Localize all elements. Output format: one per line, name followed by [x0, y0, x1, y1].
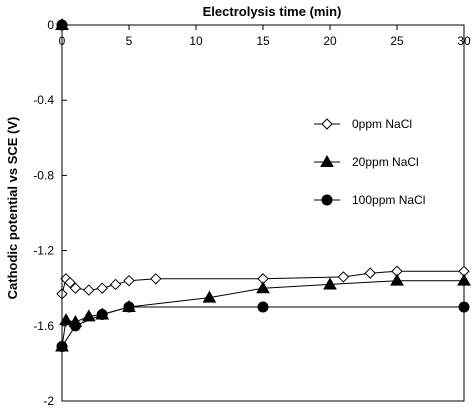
series-line: [61, 25, 464, 349]
data-point-circle: [123, 301, 135, 313]
legend-entry: 100ppm NaCl: [314, 193, 425, 207]
axes: 0 5 10 15 20 25 300-0.4-0.8-1.2-1.6-2: [33, 18, 471, 408]
data-point-diamond: [123, 274, 135, 287]
series-layer: [55, 17, 471, 352]
data-point-triangle: [202, 290, 217, 303]
series-100ppm: [56, 19, 470, 352]
data-point-circle: [458, 301, 470, 313]
legend-label: 100ppm NaCl: [352, 193, 425, 207]
y-tick-label: -1.2: [33, 244, 54, 258]
data-point-circle: [96, 309, 108, 321]
data-point-diamond: [109, 278, 122, 291]
data-point-diamond: [64, 276, 76, 289]
x-tick-label: 15: [256, 34, 270, 48]
data-point-circle: [69, 320, 81, 332]
y-tick-label: 0: [47, 18, 54, 32]
data-point-diamond: [337, 271, 350, 283]
plot-area: [61, 24, 465, 402]
data-point-diamond: [364, 267, 376, 279]
x-tick-label: 10: [189, 34, 203, 48]
data-point-diamond: [83, 284, 95, 296]
y-axis-title: Cathodic potential vs SCE (V): [5, 117, 20, 300]
data-point-triangle: [320, 154, 334, 167]
data-point-triangle: [323, 277, 337, 290]
series-line: [61, 25, 464, 347]
data-point-triangle: [457, 273, 471, 286]
data-point-triangle: [256, 281, 270, 294]
data-point-diamond: [96, 282, 108, 294]
data-point-triangle: [81, 309, 96, 322]
data-point-diamond: [150, 273, 162, 285]
legend-label: 20ppm NaCl: [352, 155, 419, 169]
x-axis-title: Electrolysis time (min): [203, 4, 342, 19]
data-point-circle: [257, 301, 269, 313]
data-point-circle: [321, 194, 333, 206]
data-point-circle: [56, 340, 68, 352]
data-point-triangle: [59, 313, 73, 326]
series-20ppm: [55, 17, 471, 352]
x-tick-label: 5: [126, 34, 133, 48]
legend: 0ppm NaCl 20ppm NaCl 100ppm NaCl: [314, 117, 425, 207]
x-tick-label: 20: [323, 34, 337, 48]
y-tick-label: -0.8: [33, 168, 54, 182]
x-tick-label: 25: [390, 34, 404, 48]
data-point-diamond: [69, 282, 82, 294]
legend-entry: 20ppm NaCl: [314, 154, 419, 169]
y-tick-label: -1.6: [33, 319, 54, 333]
y-tick-label: -0.4: [33, 93, 54, 107]
data-point-triangle: [390, 273, 404, 286]
y-tick-label: -2: [43, 394, 54, 408]
x-tick-label: 30: [457, 34, 471, 48]
legend-label: 0ppm NaCl: [352, 117, 412, 131]
data-point-diamond: [321, 118, 333, 130]
data-point-circle: [56, 19, 68, 31]
legend-entry: 0ppm NaCl: [314, 117, 412, 131]
